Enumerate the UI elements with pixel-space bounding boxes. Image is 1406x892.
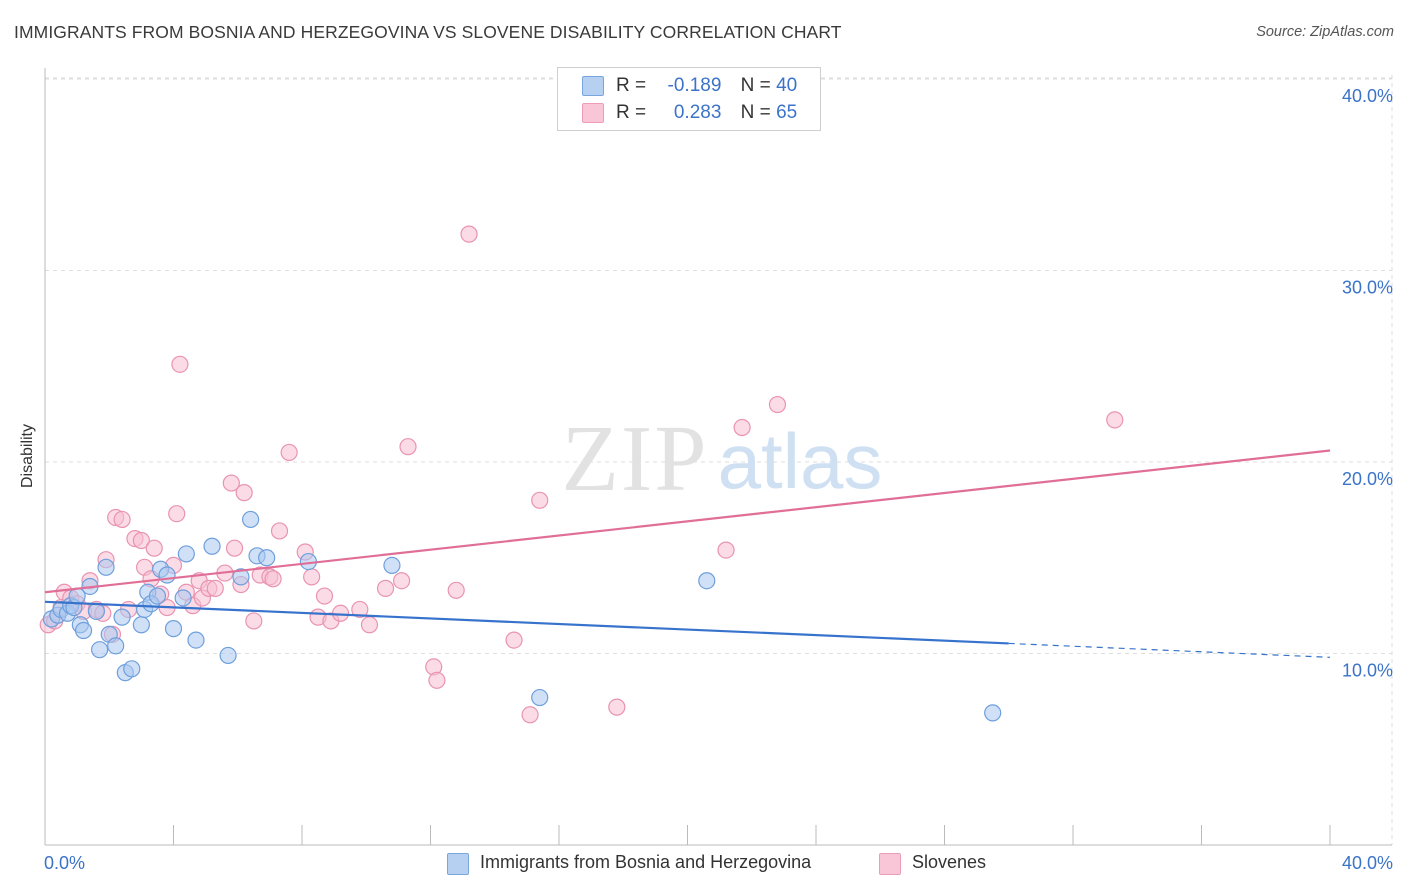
point-bosnia <box>219 646 237 665</box>
legend-r-value: 0.283 <box>673 102 722 123</box>
point-bosnia <box>383 556 401 575</box>
stats-legend: R = -0.189 N = 40 R = 0.283 N = 65 <box>557 67 821 131</box>
point-bosnia <box>87 602 106 620</box>
point-slovenes <box>428 671 446 689</box>
legend-n-label: N = <box>740 75 771 96</box>
watermark-zip: ZIP <box>562 407 709 511</box>
point-slovenes <box>392 572 411 590</box>
axes <box>44 68 1392 846</box>
series-swatch-bosnia <box>447 853 469 875</box>
trend-line-bosnia <box>44 600 1009 645</box>
tick-labels: 10.0% 20.0% 30.0% 40.0% 0.0% 40.0% <box>44 86 1393 873</box>
point-bosnia <box>164 620 183 638</box>
watermark: ZIP atlas <box>562 407 883 511</box>
point-slovenes <box>270 522 289 540</box>
point-slovenes <box>376 579 395 597</box>
point-bosnia <box>107 637 125 655</box>
point-bosnia <box>158 566 176 584</box>
y-tick-label: 30.0% <box>1342 278 1393 298</box>
point-slovenes <box>222 474 240 492</box>
trend-line-slovenes <box>44 449 1331 594</box>
point-slovenes <box>768 395 787 414</box>
point-bosnia <box>242 510 260 529</box>
point-slovenes <box>399 438 417 456</box>
legend-r-label: R = <box>616 102 647 123</box>
point-bosnia <box>232 568 250 586</box>
point-slovenes <box>351 600 369 619</box>
point-bosnia <box>698 572 716 590</box>
legend-swatch-bosnia <box>582 76 604 96</box>
trend-line-extension-bosnia <box>1008 642 1331 658</box>
point-bosnia <box>174 589 192 607</box>
point-bosnia <box>531 688 549 707</box>
point-bosnia <box>203 537 221 555</box>
point-slovenes <box>608 698 626 716</box>
point-bosnia <box>984 704 1002 722</box>
point-slovenes <box>1106 411 1124 429</box>
data-points <box>39 225 1124 724</box>
series-label-slovenes: Slovenes <box>912 852 987 872</box>
point-bosnia <box>258 549 276 567</box>
x-tick-label: 40.0% <box>1342 853 1393 873</box>
point-bosnia <box>187 631 205 649</box>
point-slovenes <box>521 706 539 724</box>
point-bosnia <box>97 558 115 576</box>
trend-lines <box>44 449 1331 658</box>
point-slovenes <box>113 510 131 529</box>
point-slovenes <box>245 612 263 630</box>
y-tick-label: 20.0% <box>1342 469 1393 489</box>
point-slovenes <box>171 355 189 373</box>
legend-n-label: N = <box>740 102 771 123</box>
point-slovenes <box>717 541 735 559</box>
point-slovenes <box>733 418 751 437</box>
legend-swatch-slovenes <box>582 103 604 123</box>
legend-n-value: 65 <box>776 102 798 123</box>
source-credit: Source: ZipAtlas.com <box>1256 24 1394 40</box>
point-bosnia <box>148 587 167 605</box>
series-label-bosnia: Immigrants from Bosnia and Herzegovina <box>480 852 812 872</box>
point-bosnia <box>113 608 131 626</box>
point-slovenes <box>168 505 186 523</box>
point-slovenes <box>225 539 244 557</box>
point-bosnia <box>74 621 93 640</box>
series-swatch-slovenes <box>879 853 901 875</box>
y-tick-label: 10.0% <box>1342 661 1393 681</box>
legend-r-label: R = <box>616 75 647 96</box>
point-slovenes <box>315 587 334 605</box>
point-bosnia <box>132 616 150 634</box>
point-slovenes <box>280 443 298 462</box>
legend-n-value: 40 <box>776 75 798 96</box>
point-slovenes <box>264 570 282 588</box>
point-slovenes <box>447 581 465 599</box>
y-tick-label: 40.0% <box>1342 86 1393 106</box>
point-slovenes <box>206 579 224 597</box>
point-bosnia <box>123 660 141 678</box>
point-slovenes <box>531 491 549 509</box>
point-slovenes <box>460 225 478 243</box>
point-slovenes <box>132 531 150 550</box>
legend-r-value: -0.189 <box>667 75 722 96</box>
point-bosnia <box>177 545 195 563</box>
gridlines <box>45 75 1393 845</box>
chart-title: IMMIGRANTS FROM BOSNIA AND HERZEGOVINA V… <box>14 22 842 42</box>
point-slovenes <box>360 616 379 634</box>
point-slovenes <box>235 484 253 502</box>
point-slovenes <box>505 631 523 649</box>
point-slovenes <box>145 539 163 557</box>
x-tick-label: 0.0% <box>44 853 85 873</box>
point-bosnia <box>91 641 109 659</box>
point-slovenes <box>303 568 321 586</box>
